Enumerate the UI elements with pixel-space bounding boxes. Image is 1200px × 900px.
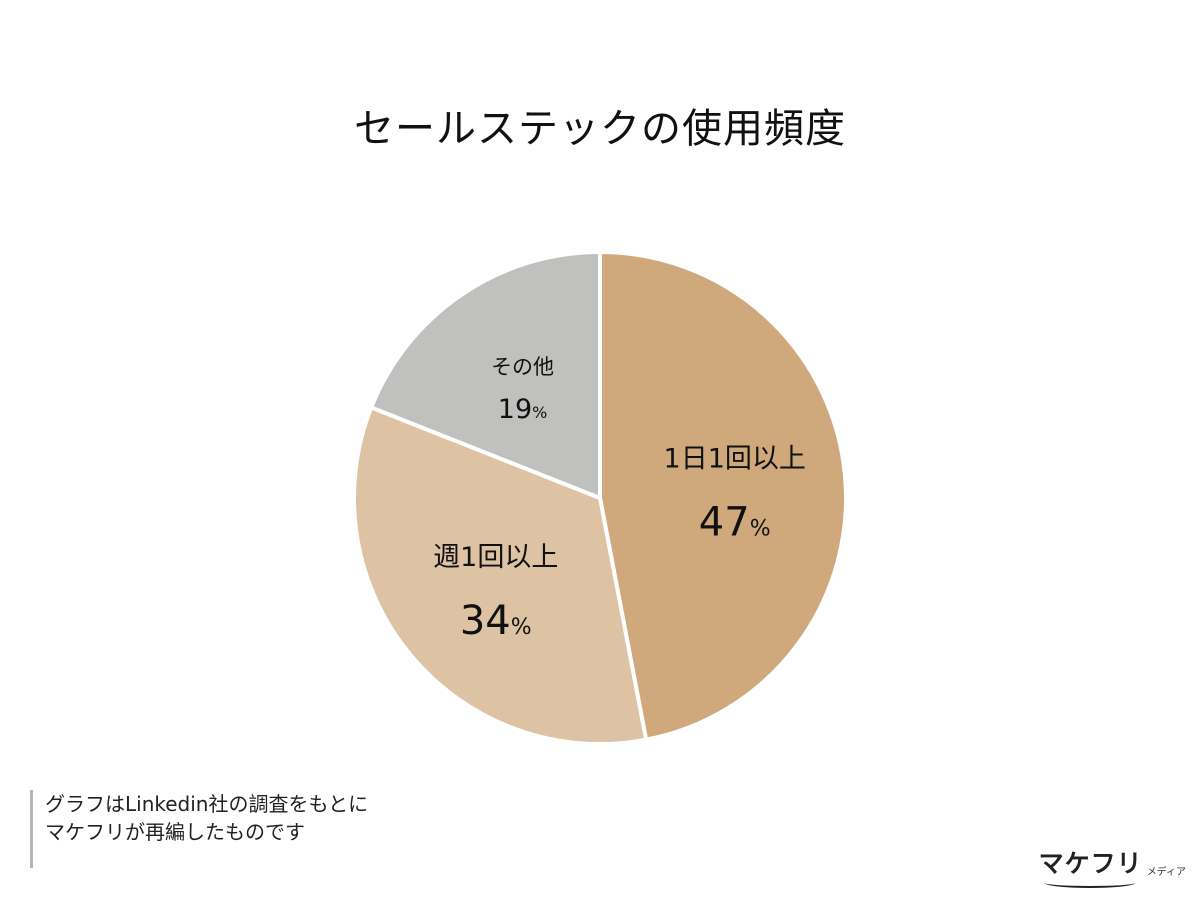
- brand-logo: マケフリ メディア: [1039, 844, 1186, 888]
- brand-logo-main: マケフリ: [1039, 844, 1143, 888]
- slice-value-other: 19%: [498, 394, 548, 425]
- brand-logo-sub: メディア: [1146, 867, 1186, 878]
- pie-slice-weekly: [352, 405, 649, 746]
- slice-label-weekly: 週1回以上: [433, 542, 558, 573]
- pie-slice-other: [369, 250, 602, 500]
- slice-label-other: その他: [491, 355, 554, 379]
- slice-value-daily: 47%: [699, 499, 771, 545]
- slice-value-weekly: 34%: [460, 598, 532, 644]
- pie-slice-daily: [598, 250, 848, 742]
- source-note: グラフはLinkedin社の調査をもとに マケフリが再編したものです: [30, 790, 368, 868]
- slice-label-daily: 1日1回以上: [664, 443, 806, 474]
- source-note-line-1: グラフはLinkedin社の調査をもとに: [45, 792, 369, 816]
- source-note-line-2: マケフリが再編したものです: [45, 820, 305, 844]
- chart-title: セールステックの使用頻度: [354, 106, 846, 152]
